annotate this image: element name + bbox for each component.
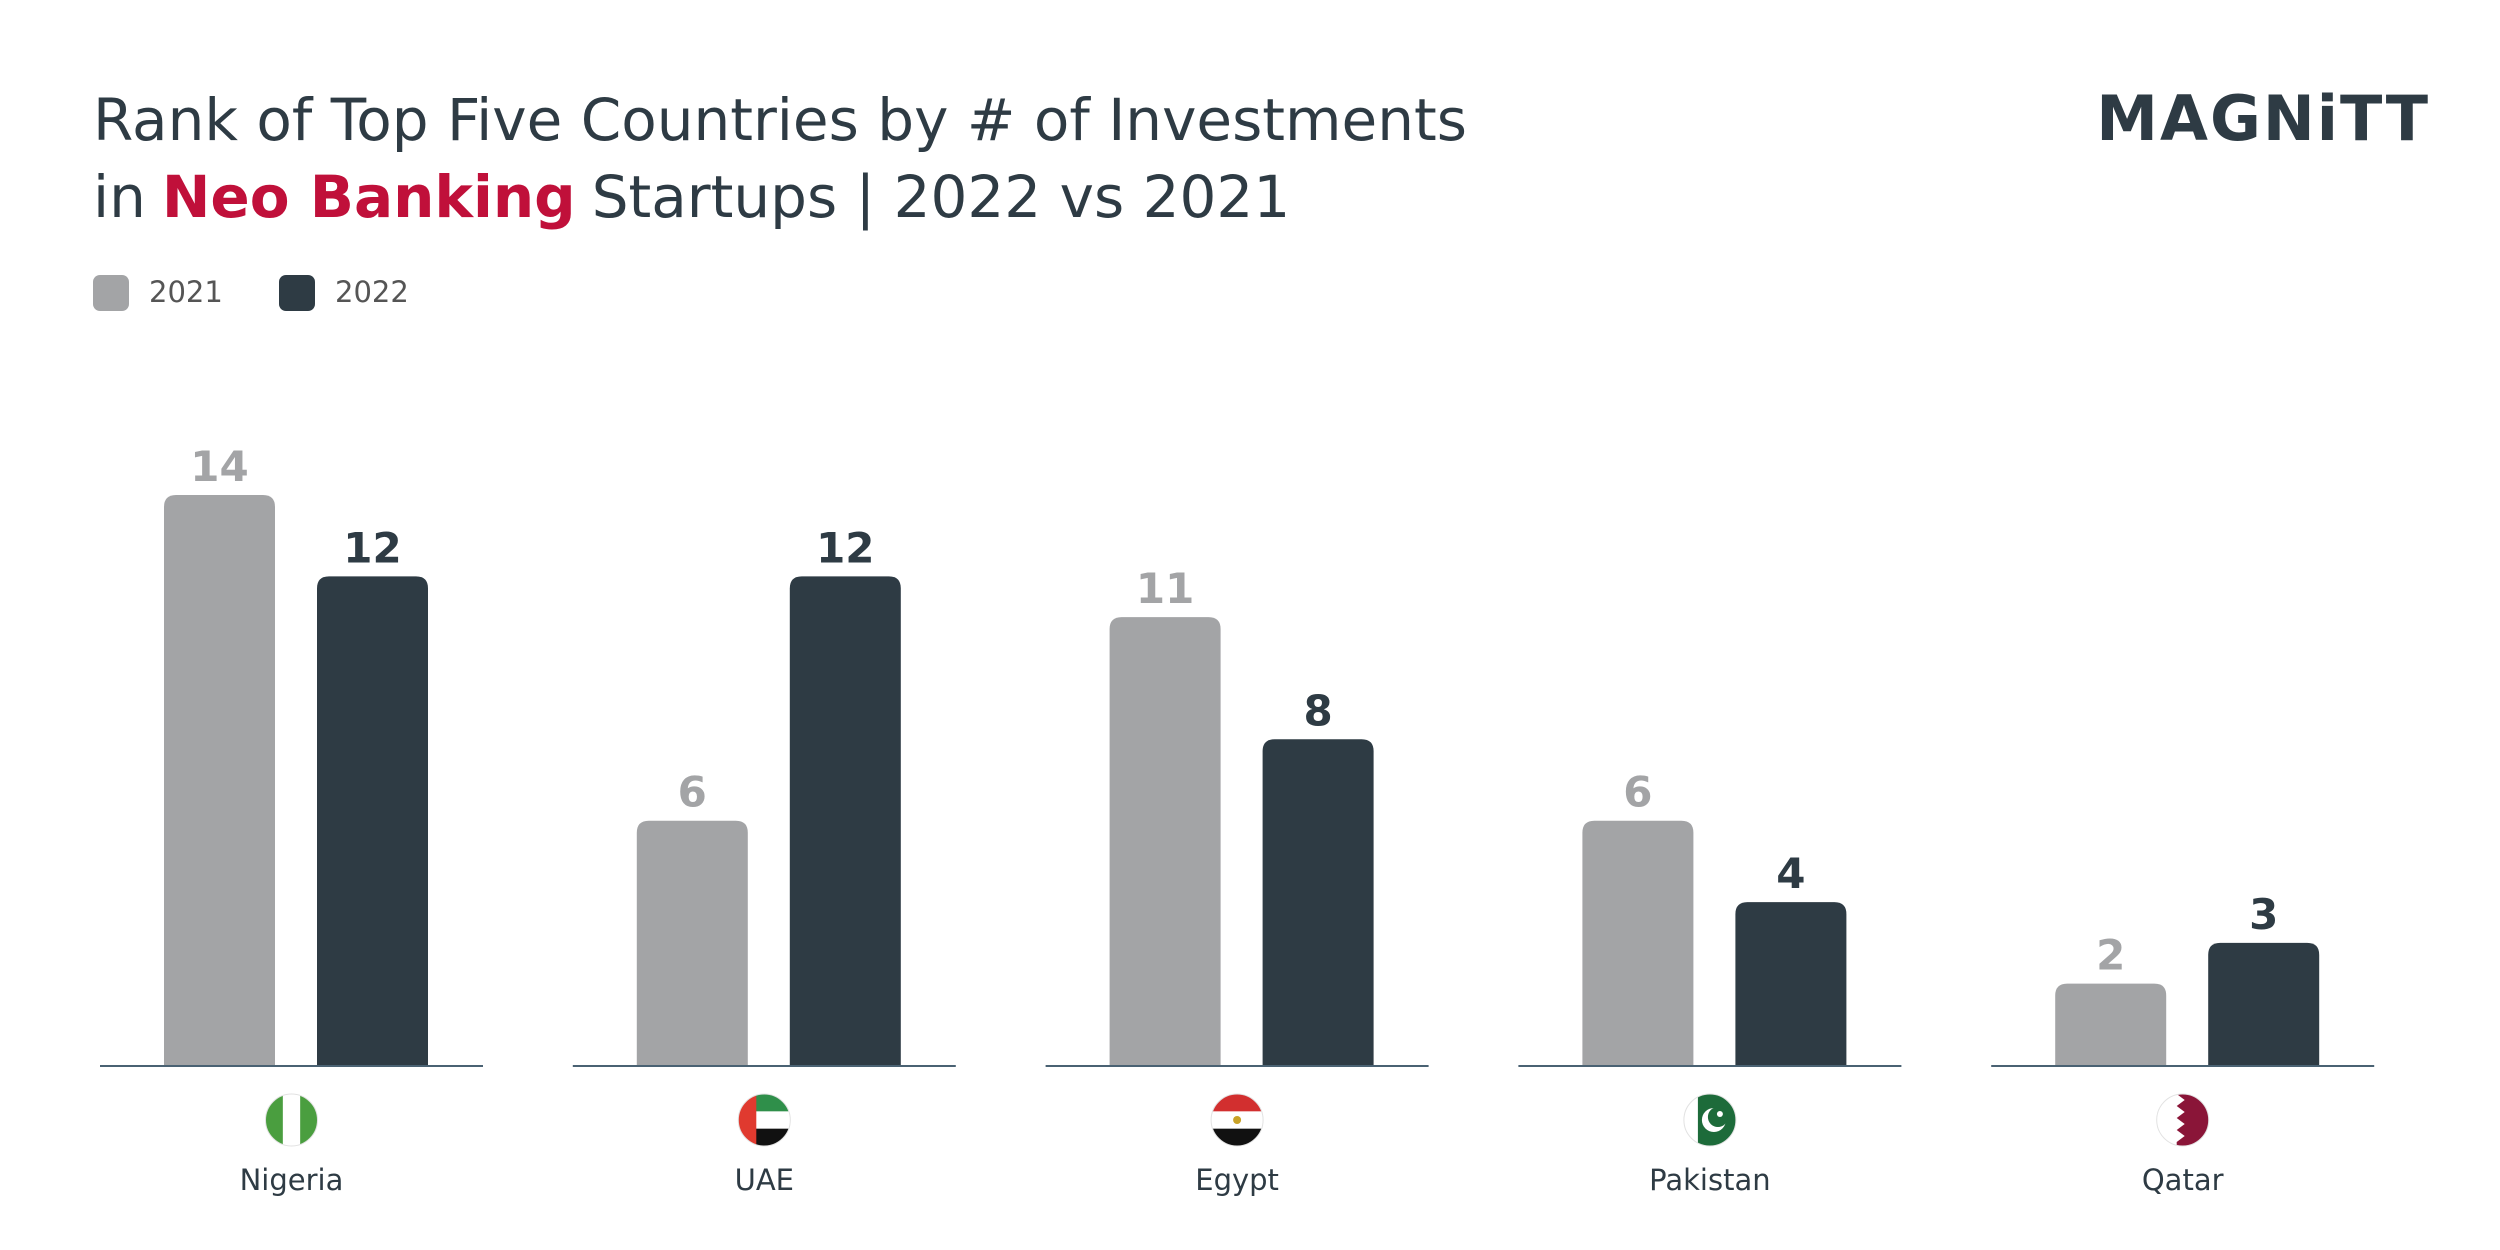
bar: [1582, 820, 1694, 1065]
legend-swatch: [93, 275, 129, 311]
flag: [1211, 1094, 1264, 1146]
flag-part: [738, 1094, 757, 1146]
value-label: 3: [2249, 890, 2278, 939]
flag-part: [1707, 1107, 1728, 1127]
value-label: 8: [1303, 686, 1332, 735]
flag-outline: [265, 1093, 318, 1147]
bar: [2055, 983, 2167, 1065]
flag-part: [300, 1094, 318, 1146]
bar: [1109, 617, 1221, 1065]
chart-title-line1: Rank of Top Five Countries by # of Inves…: [93, 86, 1467, 154]
value-label: 2: [2096, 931, 2125, 980]
category-label: Nigeria: [240, 1163, 344, 1197]
value-label: 6: [678, 768, 707, 817]
flag-part: [1211, 1128, 1264, 1146]
bar: [317, 576, 428, 1065]
flag-outline: [1683, 1093, 1737, 1147]
flag-part: [1211, 1094, 1264, 1112]
value-label: 11: [1136, 564, 1194, 613]
flag-part: [2156, 1094, 2185, 1146]
flag-part: [265, 1094, 284, 1146]
category-label: UAE: [735, 1163, 794, 1197]
bar: [1735, 902, 1847, 1065]
flag-part: [1233, 1116, 1242, 1124]
value-label: 12: [816, 523, 874, 572]
bar: [2208, 942, 2320, 1065]
category-label: Qatar: [2142, 1163, 2224, 1197]
bar: [636, 820, 748, 1065]
category-label: Pakistan: [1649, 1163, 1770, 1197]
bar: [789, 576, 901, 1065]
value-label: 4: [1776, 849, 1805, 898]
flag-outline: [2156, 1093, 2210, 1147]
flag-outline: [737, 1093, 791, 1147]
bar: [1262, 739, 1374, 1065]
flag: [2156, 1094, 2209, 1146]
flag: [738, 1094, 791, 1146]
value-label: 14: [190, 442, 248, 491]
chart-title-line2: in Neo Banking Startups | 2022 vs 2021: [93, 163, 1290, 231]
flag-part: [282, 1094, 301, 1146]
value-label: 12: [343, 523, 401, 572]
flag-part: [1716, 1111, 1723, 1117]
legend-label: 2022: [335, 275, 409, 309]
legend-label: 2021: [149, 275, 223, 309]
flag: [265, 1094, 318, 1146]
value-label: 6: [1623, 768, 1652, 817]
title-highlight: Neo Banking: [162, 163, 576, 231]
flag-outline: [1210, 1093, 1264, 1147]
legend-swatch: [279, 275, 315, 311]
title-part: in: [93, 163, 146, 231]
logo: MAGNiTT: [2096, 82, 2430, 155]
bar: [164, 495, 275, 1065]
category-label: Egypt: [1195, 1163, 1279, 1197]
title-part: Startups | 2022 vs 2021: [592, 163, 1291, 231]
